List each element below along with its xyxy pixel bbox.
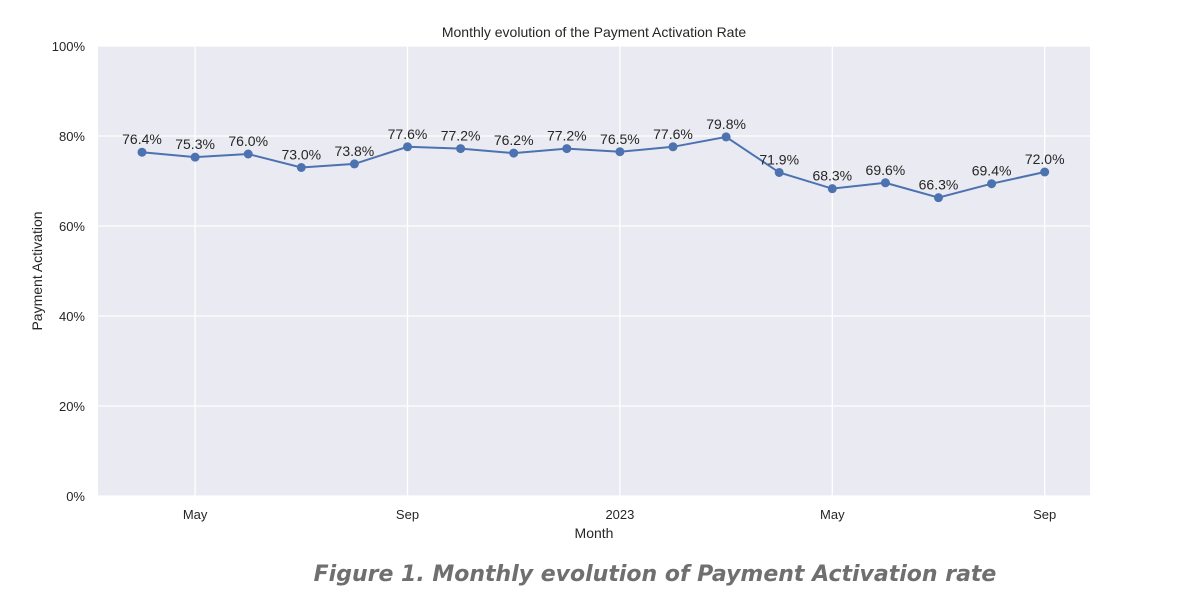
- data-point: [668, 142, 678, 152]
- y-tick-label: 20%: [59, 399, 85, 414]
- data-point: [456, 144, 466, 154]
- data-point: [934, 193, 943, 203]
- data-label: 66.3%: [919, 177, 959, 193]
- data-point: [190, 152, 200, 162]
- data-label: 76.5%: [600, 131, 640, 147]
- data-label: 77.2%: [547, 128, 587, 144]
- y-axis-label: Payment Activation: [29, 211, 45, 330]
- y-tick-label: 0%: [66, 489, 85, 504]
- x-axis-label: Month: [575, 525, 614, 541]
- data-label: 73.8%: [335, 143, 375, 159]
- data-label: 75.3%: [175, 136, 215, 152]
- data-label: 73.0%: [281, 147, 321, 163]
- y-axis-ticks: 0% 20% 40% 60% 80% 100%: [52, 39, 86, 504]
- data-labels: 76.4% 75.3% 76.0% 73.0% 73.8% 77.6% 77.2% 76.2%…: [122, 116, 1064, 193]
- y-tick-label: 80%: [59, 129, 85, 144]
- data-point: [615, 147, 625, 157]
- x-tick-label: 2023: [605, 507, 634, 522]
- data-label: 76.0%: [228, 133, 268, 149]
- data-point: [721, 132, 731, 142]
- data-point: [1040, 167, 1050, 177]
- x-axis-ticks: May Sep 2023 May Sep: [183, 507, 1056, 522]
- series-line: [141, 135, 1045, 199]
- data-point: [827, 184, 837, 194]
- data-point: [562, 144, 572, 154]
- data-label: 79.8%: [706, 116, 746, 132]
- data-point: [880, 178, 890, 188]
- data-label: 72.0%: [1025, 151, 1065, 167]
- data-point: [987, 179, 997, 189]
- data-label: 77.6%: [653, 126, 693, 142]
- x-tick-label: May: [183, 507, 208, 522]
- y-tick-label: 40%: [59, 309, 85, 324]
- line-chart: 76.4% 75.3% 76.0% 73.0% 73.8% 77.6% 77.2% 76.2%…: [29, 24, 1090, 541]
- data-points: [137, 132, 1050, 203]
- data-point: [403, 142, 412, 152]
- x-tick-label: May: [820, 507, 845, 522]
- figure-caption: Figure 1. Monthly evolution of Payment A…: [313, 562, 997, 587]
- y-tick-label: 60%: [59, 219, 85, 234]
- data-label: 68.3%: [812, 168, 852, 184]
- grid-lines: [98, 45, 1090, 497]
- data-point: [774, 167, 784, 177]
- data-point: [349, 159, 359, 169]
- data-point: [296, 163, 306, 172]
- x-tick-label: Sep: [1033, 507, 1056, 522]
- data-point: [243, 149, 253, 159]
- data-point: [137, 147, 147, 157]
- data-label: 69.6%: [866, 162, 906, 178]
- data-label: 77.6%: [388, 126, 428, 142]
- series-line-layer: [141, 135, 1045, 199]
- plot-area: [98, 46, 1090, 496]
- data-label: 71.9%: [759, 151, 799, 167]
- data-label: 77.2%: [441, 128, 481, 144]
- data-point: [509, 148, 519, 158]
- data-label: 76.2%: [494, 132, 534, 148]
- x-tick-label: Sep: [396, 507, 419, 522]
- data-label: 76.4%: [122, 131, 162, 147]
- data-label: 69.4%: [972, 163, 1012, 179]
- y-tick-label: 100%: [52, 39, 86, 54]
- chart-title: Monthly evolution of the Payment Activat…: [442, 24, 746, 40]
